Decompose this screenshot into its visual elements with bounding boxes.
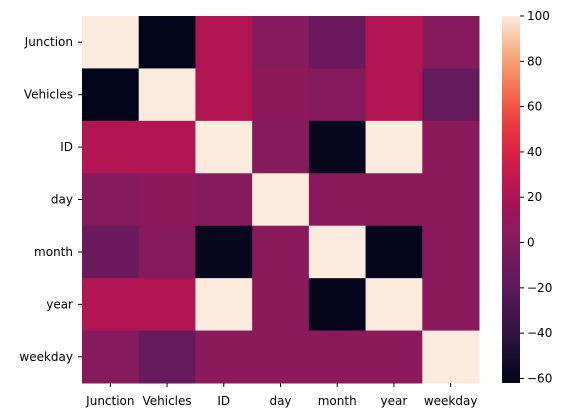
heatmap-cell-year-year: [365, 278, 423, 332]
colorbar-tick-label: 100: [527, 9, 550, 23]
heatmap-cell-weekday-vehicles: [138, 330, 196, 384]
heatmap-cell-weekday-day: [252, 330, 310, 384]
column-label-id: ID: [217, 394, 230, 408]
colorbar-ticks: 100 80 60 40 20 0 −20 −40 −60: [520, 9, 552, 385]
heatmap-cell-id-id: [195, 120, 253, 174]
heatmap-cell-year-junction: [82, 278, 140, 332]
heatmap-cell-day-year: [365, 173, 423, 227]
heatmap-cell-vehicles-weekday: [422, 68, 480, 122]
heatmap-cell-id-junction: [82, 120, 140, 174]
row-label-month: month: [34, 245, 73, 259]
heatmap-cell-id-year: [365, 120, 423, 174]
colorbar: [502, 16, 520, 383]
heatmap-cell-weekday-weekday: [422, 330, 480, 384]
colorbar-tick-label: −40: [527, 326, 552, 340]
heatmap-cell-year-vehicles: [138, 278, 196, 332]
heatmap-cell-junction-vehicles: [138, 16, 196, 69]
colorbar-tick-label: 80: [527, 54, 542, 68]
column-label-junction: Junction: [85, 394, 134, 408]
row-label-year: year: [46, 297, 73, 311]
heatmap-cell-day-month: [308, 173, 367, 227]
heatmap-cells: [82, 16, 480, 384]
column-label-year: year: [381, 394, 408, 408]
column-label-vehicles: Vehicles: [142, 394, 191, 408]
heatmap-cell-month-day: [252, 225, 310, 279]
heatmap-cell-weekday-id: [195, 330, 253, 384]
heatmap-cell-vehicles-month: [308, 68, 367, 122]
colorbar-tick-label: 60: [527, 100, 542, 114]
heatmap-cell-year-day: [252, 278, 310, 332]
heatmap-cell-id-weekday: [422, 120, 480, 174]
heatmap-cell-id-vehicles: [138, 120, 196, 174]
heatmap-cell-day-vehicles: [138, 173, 196, 227]
heatmap-cell-day-weekday: [422, 173, 480, 227]
heatmap-cell-day-junction: [82, 173, 140, 227]
colorbar-tick-label: 20: [527, 190, 542, 204]
heatmap-cell-day-day: [252, 173, 310, 227]
heatmap-cell-year-id: [195, 278, 253, 332]
heatmap-cell-junction-month: [308, 16, 367, 69]
heatmap-cell-junction-junction: [82, 16, 140, 69]
heatmap-cell-junction-weekday: [422, 16, 480, 69]
heatmap-cell-weekday-year: [365, 330, 423, 384]
heatmap-cell-month-month: [308, 225, 367, 279]
row-label-vehicles: Vehicles: [24, 88, 73, 102]
heatmap-cell-month-id: [195, 225, 253, 279]
column-labels: Junction Vehicles ID day month year weekday: [85, 383, 477, 408]
row-label-id: ID: [60, 140, 73, 154]
heatmap-cell-vehicles-year: [365, 68, 423, 122]
row-label-day: day: [51, 193, 73, 207]
heatmap-cell-weekday-junction: [82, 330, 140, 384]
colorbar-tick-label: 0: [527, 236, 535, 250]
heatmap-cell-month-junction: [82, 225, 140, 279]
colorbar-tick-label: −20: [527, 281, 552, 295]
heatmap-cell-weekday-month: [308, 330, 367, 384]
row-label-weekday: weekday: [19, 350, 73, 364]
heatmap-cell-id-month: [308, 120, 367, 174]
heatmap-cell-year-weekday: [422, 278, 480, 332]
column-label-day: day: [269, 394, 291, 408]
heatmap-cell-vehicles-vehicles: [138, 68, 196, 122]
heatmap-cell-month-year: [365, 225, 423, 279]
column-label-month: month: [318, 394, 357, 408]
heatmap-cell-month-weekday: [422, 225, 480, 279]
colorbar-tick-label: −60: [527, 371, 552, 385]
heatmap-cell-vehicles-junction: [82, 68, 140, 122]
heatmap-cell-day-id: [195, 173, 253, 227]
heatmap-cell-month-vehicles: [138, 225, 196, 279]
heatmap-cell-vehicles-day: [252, 68, 310, 122]
heatmap-cell-vehicles-id: [195, 68, 253, 122]
row-label-junction: Junction: [24, 35, 73, 49]
colorbar-tick-label: 40: [527, 145, 542, 159]
heatmap-cell-junction-year: [365, 16, 423, 69]
heatmap-cell-id-day: [252, 120, 310, 174]
heatmap-cell-year-month: [308, 278, 367, 332]
column-label-weekday: weekday: [424, 394, 478, 408]
heatmap-cell-junction-id: [195, 16, 253, 69]
heatmap-cell-junction-day: [252, 16, 310, 69]
row-labels: Junction Vehicles ID day month year weekday: [19, 35, 82, 364]
